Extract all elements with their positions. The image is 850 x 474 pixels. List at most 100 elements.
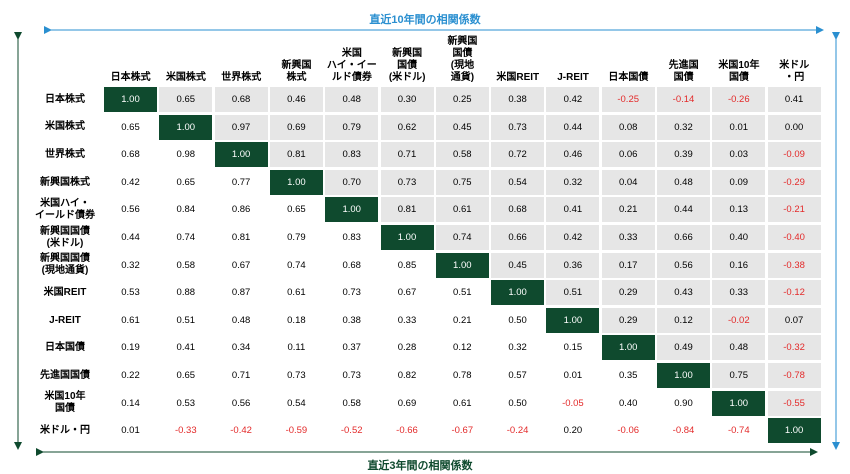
matrix-cell: 0.71 [231,370,251,381]
matrix-cell: 0.13 [712,197,766,223]
matrix-cell: 0.74 [176,232,196,243]
column-header: J-REIT [557,72,589,83]
matrix-cell: -0.05 [562,397,584,409]
matrix-cell: 0.51 [453,287,472,299]
matrix-cell: 0.61 [121,314,140,326]
matrix-cell: 0.74 [435,225,489,250]
matrix-cell: 0.01 [712,114,766,140]
row-header: 米ドル・円 [40,425,90,436]
matrix-cell: 0.57 [508,370,527,381]
matrix-cell: 0.53 [121,287,140,299]
matrix-cell: 0.04 [601,169,655,195]
row-header: 世界株式 [45,149,85,160]
matrix-cell: 0.58 [342,397,361,409]
matrix-cell: 0.22 [121,370,140,381]
matrix-cell: -0.66 [396,425,418,437]
matrix-cell: 0.81 [380,197,434,223]
matrix-cell: 0.20 [563,425,583,437]
matrix-cell: 0.29 [601,280,655,306]
column-header: 米ドル ・円 [779,60,810,83]
matrix-cell: 0.32 [657,114,710,140]
matrix-cell: 0.68 [214,87,268,112]
matrix-cell: -0.06 [617,425,640,437]
matrix-cell: 0.61 [435,197,489,223]
matrix-cell: 0.58 [435,142,489,168]
matrix-cell: -0.29 [767,169,821,195]
matrix-cell: -0.32 [767,335,821,361]
matrix-cell: 0.33 [712,280,766,306]
matrix-cell: 0.88 [176,287,196,299]
matrix-cell: -0.24 [506,425,529,437]
column-header: 日本株式 [110,72,151,83]
matrix-cell: 0.07 [767,307,821,333]
row-header: J-REIT [49,314,81,326]
column-header: 米国 ハイ・イー ルド債券 [326,48,377,83]
row-header: 米国ハイ・ イールド債券 [35,198,95,222]
matrix-cell: 0.21 [601,197,655,223]
matrix-cell: 0.67 [397,287,417,299]
row-header: 米国10年 国債 [44,391,86,415]
matrix-cell: -0.09 [767,142,821,168]
column-header: 日本国債 [608,72,649,83]
matrix-cell: 0.69 [397,397,417,409]
column-header: 米国REIT [496,72,540,83]
matrix-cell: 0.49 [657,335,710,361]
matrix-cell: 0.36 [546,252,600,278]
matrix-cell: 0.15 [563,342,583,354]
matrix-cell: 0.54 [287,397,306,409]
matrix-cell: -0.26 [712,87,766,112]
matrix-cell: 0.65 [176,176,196,188]
matrix-cell: 0.67 [231,259,251,271]
matrix-cell: 0.01 [563,370,583,381]
matrix-cell: 0.83 [342,232,361,243]
matrix-cell: 0.11 [287,342,306,354]
matrix-cell: 0.69 [269,114,323,140]
matrix-cell: 0.00 [767,114,821,140]
matrix-cell: 0.48 [712,335,766,361]
matrix-cell: 0.54 [491,169,545,195]
matrix-cell: -0.67 [451,425,474,437]
matrix-cell: 0.33 [601,225,655,250]
column-header: 世界株式 [221,72,262,83]
matrix-cell: 0.40 [712,225,766,250]
matrix-cell: 0.98 [176,149,196,161]
matrix-cell: 0.48 [657,169,710,195]
matrix-cell: 0.68 [121,149,140,161]
matrix-cell: 1.00 [546,307,600,333]
matrix-cell: 0.79 [325,114,379,140]
matrix-cell: 0.65 [176,370,196,381]
matrix-cell: 0.58 [176,259,196,271]
matrix-cell: -0.74 [727,425,750,437]
matrix-cell: 0.73 [342,370,361,381]
row-header: 新興国国債 (米ドル) [40,225,90,249]
matrix-cell: 0.73 [287,370,306,381]
matrix-cell: 1.00 [269,169,323,195]
matrix-cell: 0.35 [618,370,638,381]
matrix-cell: 0.44 [121,232,140,243]
matrix-cell: 1.00 [491,280,545,306]
matrix-cell: -0.25 [601,87,655,112]
matrix-cell: -0.21 [767,197,821,223]
matrix-cell: 0.17 [601,252,655,278]
matrix-cell: 0.45 [435,114,489,140]
matrix-cell: 0.84 [176,204,196,216]
matrix-cell: 0.56 [231,397,251,409]
matrix-cell: 0.29 [601,307,655,333]
matrix-cell: 0.65 [287,204,306,216]
column-header: 新興国 国債 (現地 通貨) [447,36,478,83]
column-header: 先進国 国債 [668,60,699,83]
matrix-cell: 0.70 [325,169,379,195]
matrix-cell: 0.56 [121,204,140,216]
matrix-cell: 0.48 [325,87,379,112]
matrix-cell: 0.42 [546,87,600,112]
matrix-cell: 0.90 [674,397,693,409]
matrix-cell: 0.82 [397,370,417,381]
top-caption: 直近10年間の相関係数 [369,14,481,26]
matrix-cell: 0.46 [269,87,323,112]
row-header: 新興国国債 (現地通貨) [40,253,90,277]
matrix-cell: 0.34 [231,342,251,354]
matrix-cell: 0.72 [491,142,545,168]
matrix-cell: 0.51 [546,280,600,306]
